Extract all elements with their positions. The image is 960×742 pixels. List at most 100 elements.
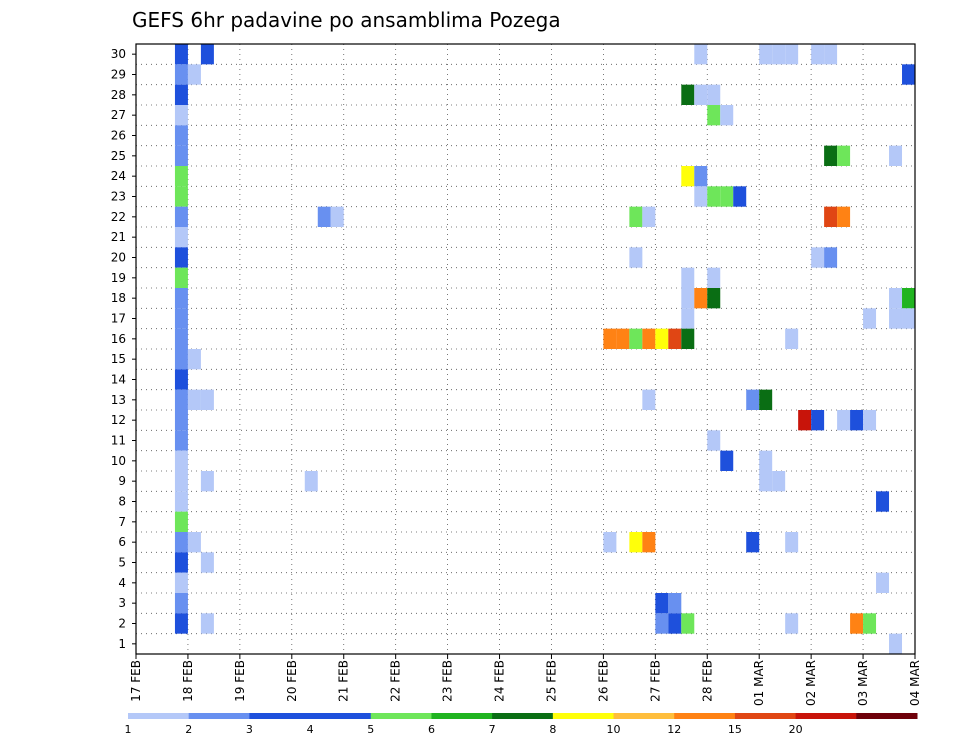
heatmap-cell	[174, 308, 188, 329]
y-tick-label: 6	[118, 535, 126, 549]
heatmap-cell	[642, 328, 656, 349]
heatmap-cell	[616, 328, 630, 349]
heatmap-cell	[876, 491, 890, 512]
heatmap-cell	[174, 349, 188, 370]
heatmap-cell	[174, 105, 188, 126]
heatmap-cell	[603, 532, 617, 553]
colorbar-segment	[492, 713, 554, 719]
heatmap-cell	[707, 288, 721, 309]
heatmap-cell	[681, 267, 695, 288]
heatmap-cell	[174, 166, 188, 187]
heatmap-cell	[174, 186, 188, 207]
y-tick-label: 28	[111, 88, 126, 102]
heatmap-cell	[681, 288, 695, 309]
heatmap-cell	[720, 186, 734, 207]
y-tick-label: 20	[111, 251, 126, 265]
y-tick-label: 26	[111, 129, 126, 143]
heatmap-cell	[681, 328, 695, 349]
colorbar: 1 2 3 4 5 6 7 8 10 12 15 20	[125, 713, 918, 736]
heatmap-cell	[889, 288, 903, 309]
heatmap-cell	[707, 186, 721, 207]
colorbar-segment	[613, 713, 675, 719]
colorbar-segment	[128, 713, 190, 719]
heatmap-cell	[694, 84, 708, 105]
colorbar-label: 10	[607, 723, 621, 736]
heatmap-cell	[694, 186, 708, 207]
heatmap-cell	[785, 532, 799, 553]
heatmap-cell	[785, 328, 799, 349]
heatmap-cell	[174, 64, 188, 85]
y-tick-label: 1	[118, 637, 126, 651]
y-tick-label: 13	[111, 393, 126, 407]
heatmap-cell	[902, 288, 915, 309]
y-tick-label: 29	[111, 68, 126, 82]
heatmap-cell	[837, 410, 851, 431]
heatmap-cell	[174, 267, 188, 288]
heatmap-cell	[174, 532, 188, 553]
heatmap-cell	[694, 44, 708, 65]
heatmap-cell	[304, 471, 318, 492]
heatmap-cell	[187, 389, 201, 410]
heatmap-cell	[174, 44, 188, 65]
x-tick-label: 23 FEB	[441, 660, 455, 702]
x-tick-label: 24 FEB	[493, 660, 507, 702]
heatmap-cell	[837, 206, 851, 227]
heatmap-cell	[629, 532, 643, 553]
colorbar-label: 12	[667, 723, 681, 736]
chart-title: GEFS 6hr padavine po ansamblima Pozega	[132, 8, 561, 32]
y-tick-label: 5	[118, 556, 126, 570]
colorbar-label: 1	[125, 723, 132, 736]
heatmap-cell	[629, 247, 643, 268]
heatmap-cell	[174, 593, 188, 614]
plot-frame	[135, 43, 916, 655]
heatmap-cell	[759, 450, 773, 471]
heatmap-cell	[694, 166, 708, 187]
heatmap-cell	[837, 145, 851, 166]
heatmap-cell	[798, 410, 812, 431]
y-tick-label: 16	[111, 332, 126, 346]
y-tick-label: 10	[111, 454, 126, 468]
y-tick-label: 23	[111, 190, 126, 204]
heatmap-cell	[200, 389, 214, 410]
colorbar-label: 6	[428, 723, 435, 736]
x-tick-label: 26 FEB	[596, 660, 610, 702]
heatmap-cell	[174, 328, 188, 349]
heatmap-cell	[668, 328, 682, 349]
colorbar-label: 4	[307, 723, 314, 736]
y-axis-ticks: 1234567891011121314151617181920212223242…	[111, 47, 136, 651]
colorbar-segment	[795, 713, 857, 719]
heatmap-cell	[824, 145, 838, 166]
colorbar-segment	[431, 713, 493, 719]
x-tick-label: 18 FEB	[181, 660, 195, 702]
colorbar-segment	[188, 713, 250, 719]
heatmap-cell	[174, 430, 188, 451]
x-tick-label: 25 FEB	[544, 660, 558, 702]
x-tick-label: 21 FEB	[337, 660, 351, 702]
y-tick-label: 24	[111, 169, 126, 183]
heatmap-cell	[772, 471, 786, 492]
heatmap-cell	[759, 471, 773, 492]
heatmap-cell	[707, 84, 721, 105]
heatmap-cell	[876, 572, 890, 593]
y-tick-label: 15	[111, 352, 126, 366]
x-tick-label: 27 FEB	[648, 660, 662, 702]
heatmap-cell	[811, 247, 825, 268]
heatmap-cell	[863, 308, 877, 329]
x-tick-label: 04 MAR	[908, 660, 922, 706]
heatmap-cell	[681, 84, 695, 105]
heatmap-cell	[681, 308, 695, 329]
heatmap-cell	[707, 105, 721, 126]
heatmap-cell	[850, 410, 864, 431]
heatmap-cell	[889, 145, 903, 166]
heatmap-cell	[863, 410, 877, 431]
y-tick-label: 9	[118, 474, 126, 488]
heatmap-cell	[642, 206, 656, 227]
x-tick-label: 19 FEB	[233, 660, 247, 702]
heatmap-cell	[759, 389, 773, 410]
y-tick-label: 19	[111, 271, 126, 285]
colorbar-segment	[310, 713, 372, 719]
heatmap-cell	[642, 389, 656, 410]
heatmap-cell	[811, 410, 825, 431]
x-axis-ticks: 17 FEB 18 FEB 19 FEB 20 FEB 21 FEB 22 FEB 23 F…	[129, 654, 922, 706]
